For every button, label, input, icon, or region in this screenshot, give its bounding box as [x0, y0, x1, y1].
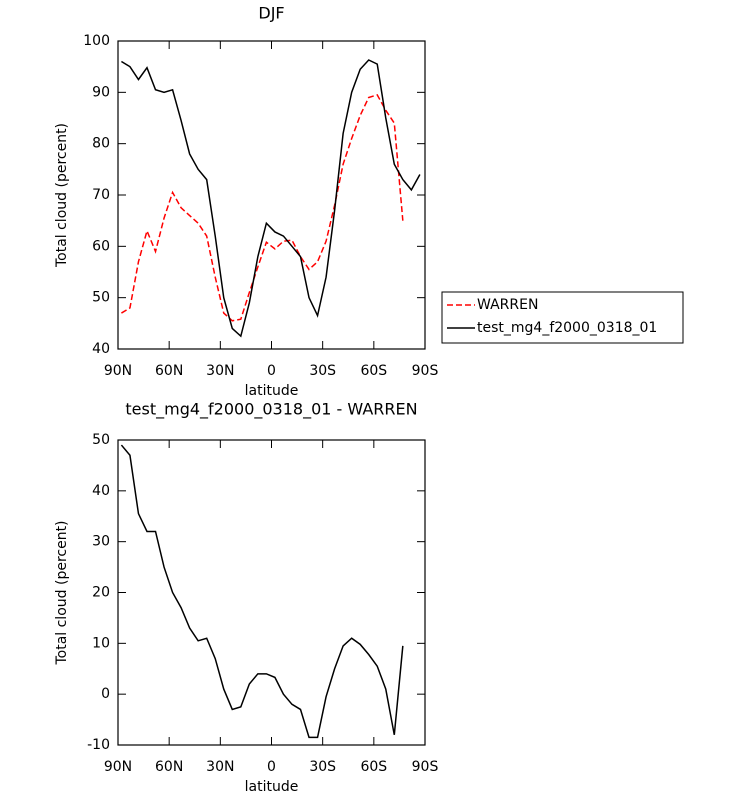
x-tick-label: 60S — [360, 759, 387, 775]
data-line — [121, 59, 421, 338]
y-tick-label: 10 — [92, 635, 110, 651]
x-tick-label: 60S — [360, 363, 387, 379]
x-tick-label: 90N — [104, 363, 132, 379]
x-tick-label: 30N — [206, 363, 234, 379]
x-tick-label: 90S — [412, 759, 439, 775]
legend-label: WARREN — [477, 297, 538, 313]
x-axis-label: latitude — [245, 383, 299, 399]
y-tick-label: -10 — [87, 737, 110, 753]
data-line — [120, 444, 404, 739]
y-tick-label: 70 — [92, 187, 110, 203]
data-line — [121, 94, 404, 322]
y-tick-label: 100 — [83, 33, 110, 49]
x-tick-label: 90N — [104, 759, 132, 775]
y-tick-label: 30 — [92, 534, 110, 550]
x-tick-label: 60N — [155, 363, 183, 379]
y-tick-label: 50 — [92, 290, 110, 306]
y-tick-label: 60 — [92, 238, 110, 254]
x-tick-label: 30S — [309, 759, 336, 775]
y-tick-label: 20 — [92, 585, 110, 601]
x-tick-label: 0 — [267, 363, 276, 379]
y-tick-label: 50 — [92, 432, 110, 448]
plot-frame — [117, 40, 426, 350]
x-tick-label: 30S — [309, 363, 336, 379]
y-axis-label: Total cloud (percent) — [54, 123, 70, 268]
plot-frame — [117, 439, 426, 746]
y-tick-label: 90 — [92, 84, 110, 100]
y-tick-label: 0 — [101, 686, 110, 702]
x-tick-label: 90S — [412, 363, 439, 379]
x-tick-label: 0 — [267, 759, 276, 775]
x-axis-label: latitude — [245, 779, 299, 795]
chart-title: test_mg4_f2000_0318_01 - WARREN — [125, 400, 417, 420]
legend-label: test_mg4_f2000_0318_01 — [477, 320, 657, 336]
y-tick-label: 40 — [92, 341, 110, 357]
y-tick-label: 80 — [92, 136, 110, 152]
x-tick-label: 60N — [155, 759, 183, 775]
legend-box — [441, 291, 684, 344]
chart-title: DJF — [258, 4, 284, 23]
y-tick-label: 40 — [92, 483, 110, 499]
y-axis-label: Total cloud (percent) — [54, 520, 70, 665]
x-tick-label: 30N — [206, 759, 234, 775]
